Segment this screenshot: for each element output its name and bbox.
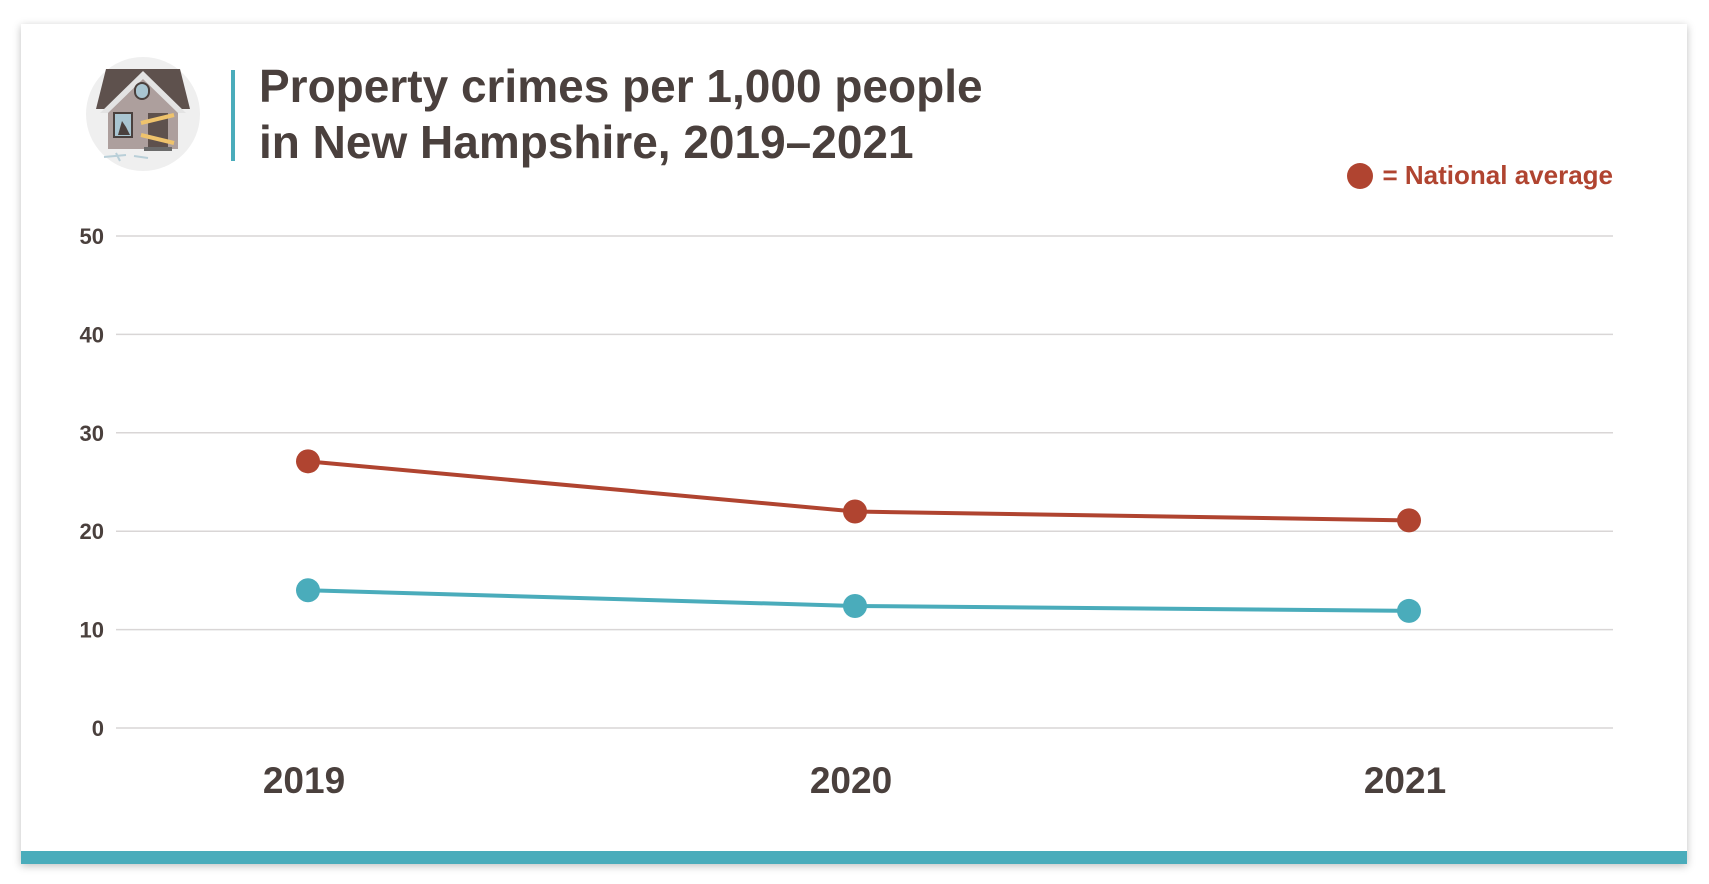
boarded-house-icon bbox=[86, 57, 200, 171]
legend-label: = National average bbox=[1382, 160, 1614, 190]
y-tick-label: 0 bbox=[92, 716, 104, 741]
y-tick-label: 10 bbox=[80, 618, 104, 643]
data-point-0-2020 bbox=[843, 499, 867, 524]
data-point-1-2019 bbox=[296, 578, 320, 603]
y-tick-label: 20 bbox=[80, 519, 104, 544]
data-point-0-2021 bbox=[1397, 508, 1421, 533]
chart-title: Property crimes per 1,000 people in New … bbox=[259, 58, 983, 170]
chart-card bbox=[21, 24, 1687, 864]
x-tick-label: 2020 bbox=[810, 760, 892, 801]
legend-national-dot bbox=[1346, 162, 1373, 189]
title-line-1: Property crimes per 1,000 people bbox=[259, 60, 983, 112]
title-line-2: in New Hampshire, 2019–2021 bbox=[259, 116, 914, 168]
title-accent-rule bbox=[231, 70, 235, 161]
x-tick-label: 2021 bbox=[1364, 760, 1446, 801]
x-tick-label: 2019 bbox=[263, 760, 345, 801]
data-point-1-2021 bbox=[1397, 598, 1421, 623]
legend: = National average bbox=[1346, 160, 1614, 191]
card-bottom-accent-bar bbox=[21, 851, 1687, 864]
y-tick-label: 50 bbox=[80, 224, 104, 249]
y-tick-label: 30 bbox=[80, 421, 104, 446]
data-point-0-2019 bbox=[296, 449, 320, 474]
y-tick-label: 40 bbox=[80, 322, 104, 347]
data-point-1-2020 bbox=[843, 593, 867, 618]
